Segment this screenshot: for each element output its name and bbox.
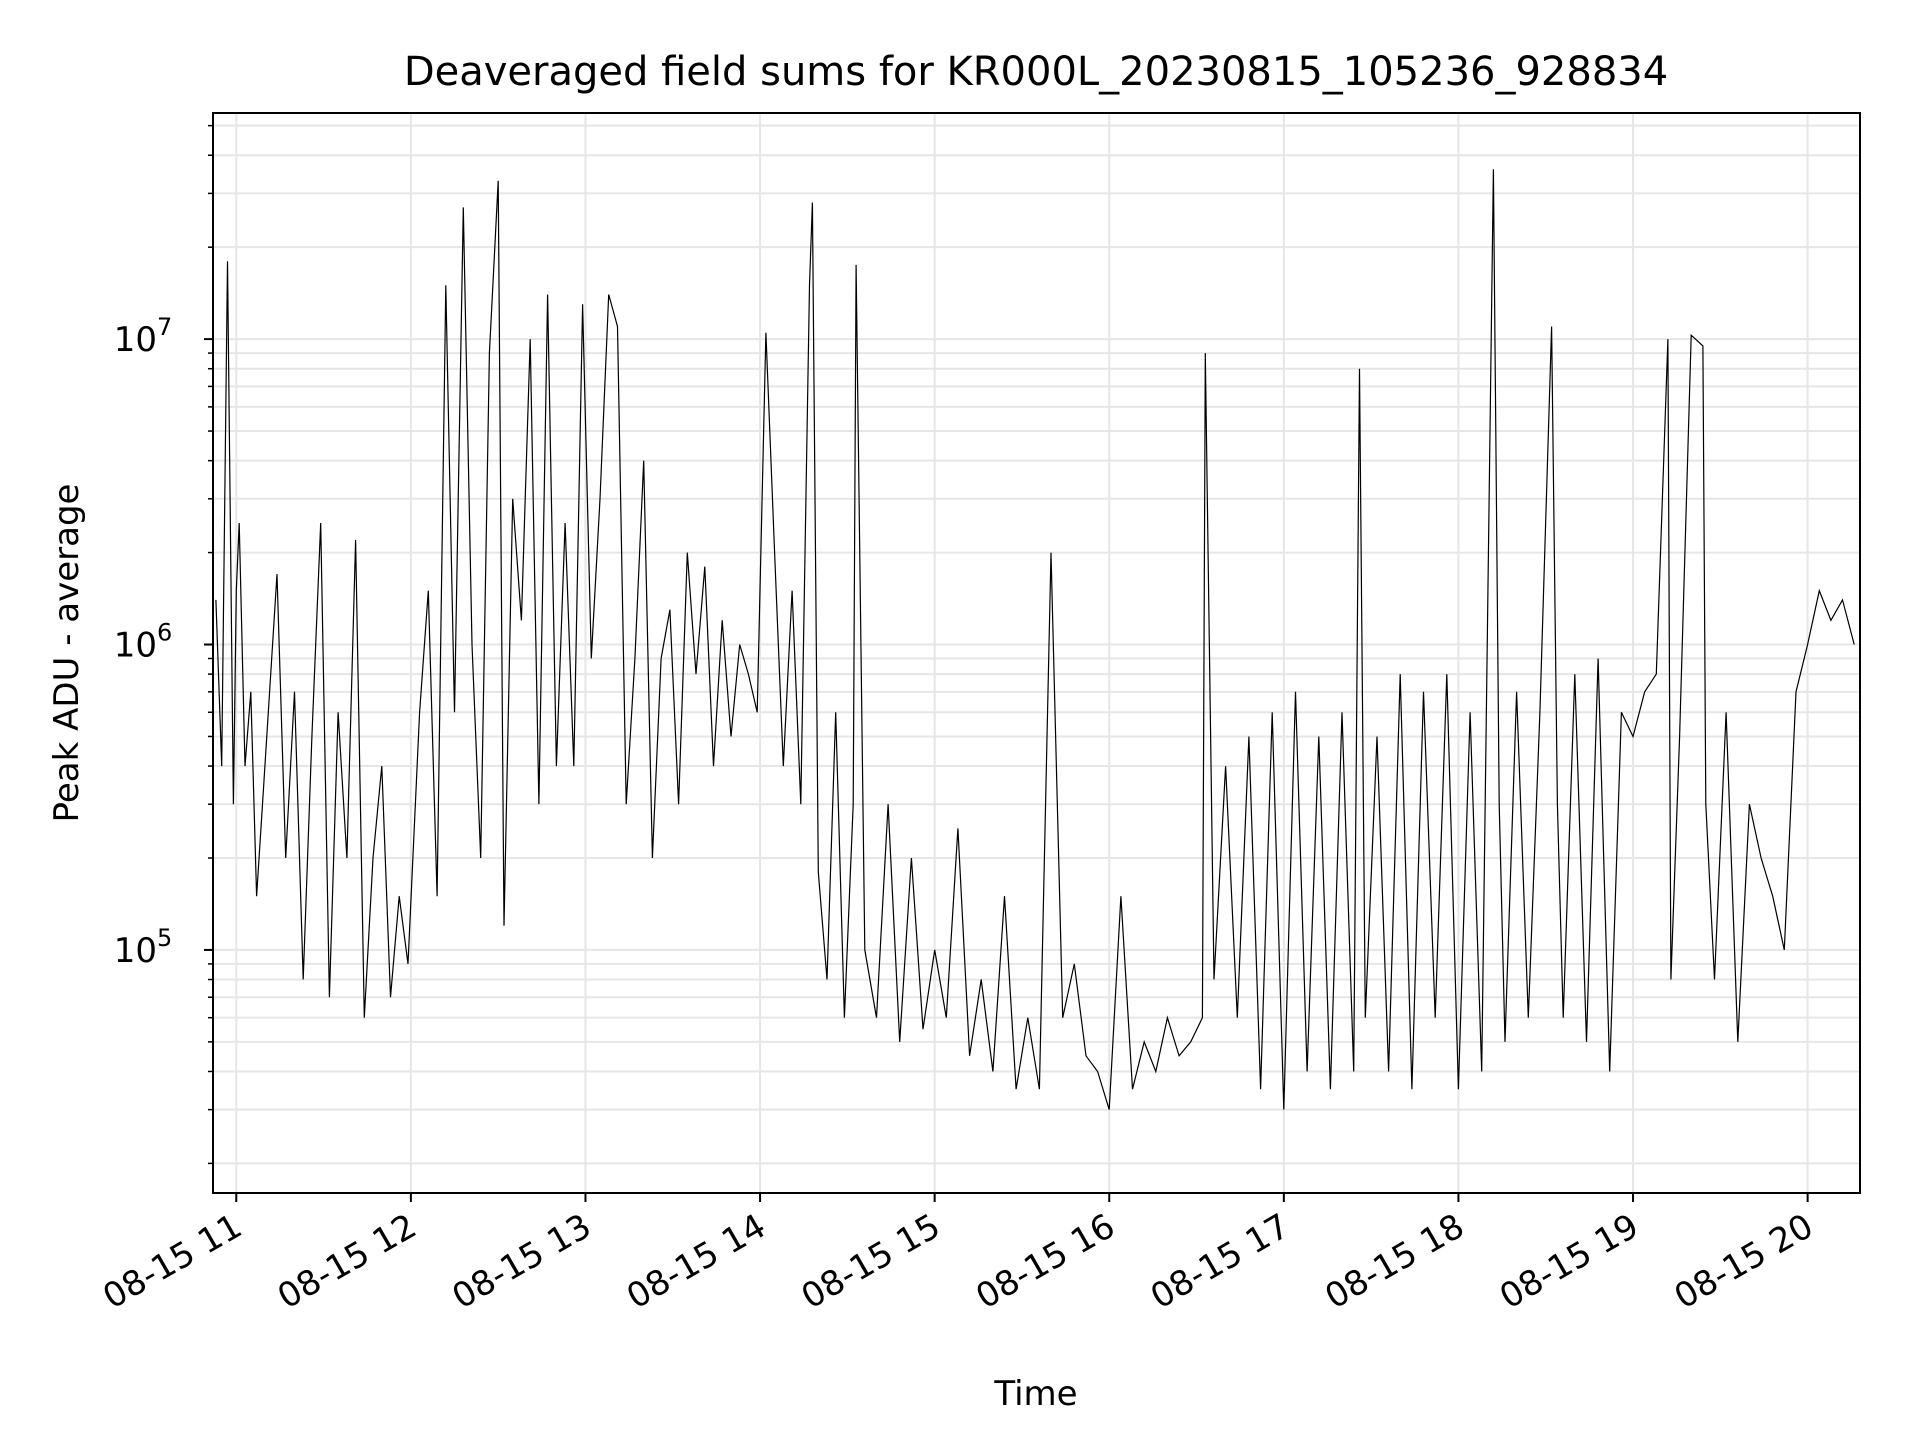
plot-frame (212, 112, 1861, 1194)
chart-title: Deaveraged field sums for KR000L_2023081… (404, 49, 1668, 95)
x-axis-label: Time (993, 1374, 1077, 1414)
series-line (215, 169, 1855, 1110)
y-axis-label: Peak ADU - average (47, 484, 87, 823)
y-axis: 105 106 107 (114, 124, 213, 1165)
plot-area (215, 169, 1855, 1110)
grid (213, 113, 1860, 1193)
y-tick-label: 105 (114, 924, 173, 971)
y-tick-label: 107 (114, 313, 173, 360)
y-tick-label: 106 (114, 619, 173, 666)
